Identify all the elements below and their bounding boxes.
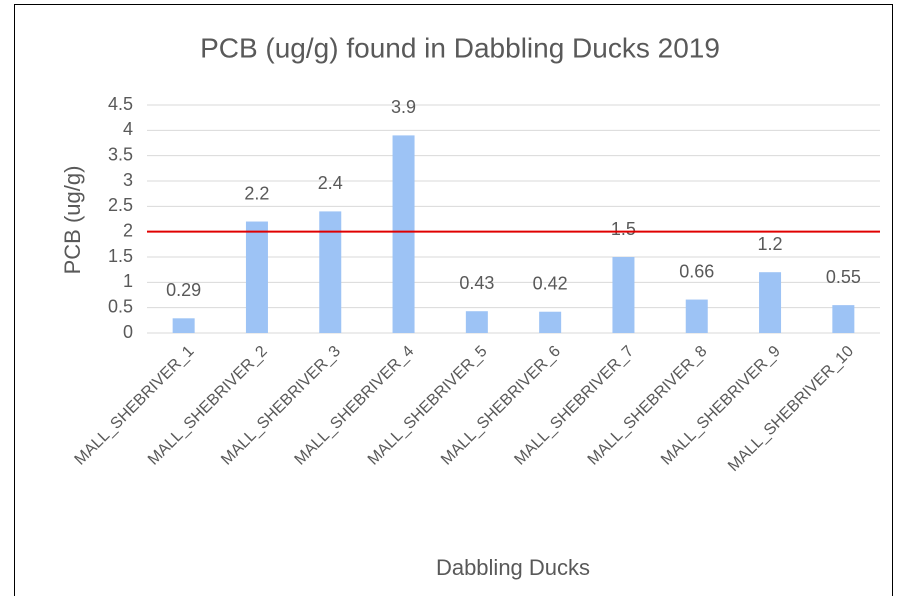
bar [539,311,562,333]
y-tick-label: 1.5 [108,246,133,266]
bar [319,211,342,333]
data-label: 0.55 [826,267,861,287]
y-tick-label: 1 [123,271,133,291]
bar [465,311,488,333]
chart-border [14,4,893,596]
y-tick-label: 3 [123,170,133,190]
data-label: 1.2 [758,234,783,254]
y-tick-label: 4 [123,119,133,139]
data-label: 3.9 [391,97,416,117]
data-label: 0.43 [459,273,494,293]
chart-title: PCB (ug/g) found in Dabbling Ducks 2019 [200,32,720,63]
data-label: 1.5 [611,219,636,239]
bar [245,221,268,333]
y-tick-label: 2.5 [108,195,133,215]
data-label: 0.29 [166,280,201,300]
bar [172,318,195,333]
y-tick-label: 0 [123,322,133,342]
bar [612,257,635,333]
bar [832,305,855,333]
y-tick-label: 0.5 [108,296,133,316]
data-label: 0.66 [679,261,714,281]
y-tick-label: 3.5 [108,144,133,164]
data-label: 2.4 [318,173,343,193]
y-axis-label: PCB (ug/g) [60,166,85,275]
y-tick-label: 4.5 [108,94,133,114]
y-tick-label: 2 [123,220,133,240]
bar [392,135,415,333]
data-label: 0.42 [533,273,568,293]
x-axis-label: Dabbling Ducks [436,555,590,580]
bar [685,299,708,333]
data-label: 2.2 [244,183,269,203]
bar [759,272,782,333]
